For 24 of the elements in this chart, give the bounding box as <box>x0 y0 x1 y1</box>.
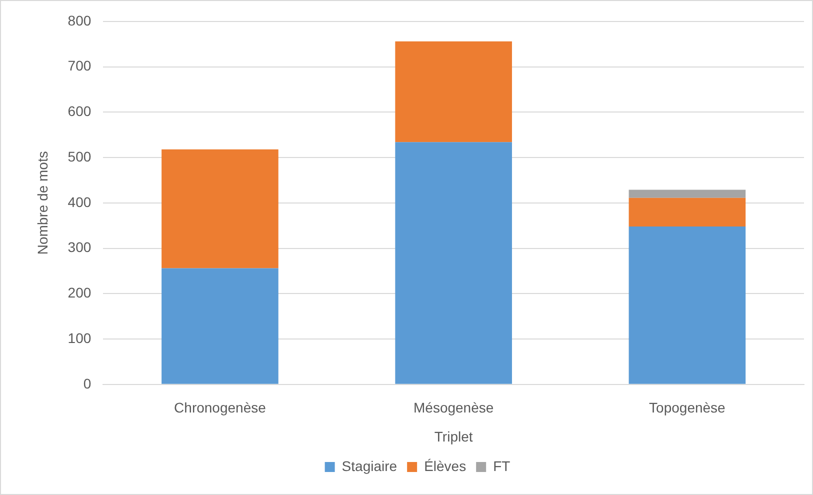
x-axis-title: Triplet <box>434 428 473 444</box>
y-tick-label: 800 <box>68 12 92 28</box>
legend-label: Élèves <box>424 458 466 474</box>
bar <box>162 268 278 384</box>
bar <box>395 41 512 142</box>
y-tick-label: 700 <box>68 58 92 74</box>
y-tick-label: 600 <box>68 103 92 120</box>
bar <box>162 149 278 268</box>
y-tick-label: 0 <box>83 375 92 392</box>
y-tick-label: 500 <box>68 148 92 164</box>
y-tick-label: 200 <box>68 284 92 301</box>
legend-label: Stagiaire <box>342 458 398 474</box>
y-tick-label: 400 <box>68 194 92 210</box>
y-axis-title: Nombre de mots <box>34 151 50 255</box>
y-tick-label: 100 <box>68 330 92 346</box>
x-tick-label: Chronogenèse <box>174 400 266 416</box>
bar <box>628 190 746 198</box>
y-tick-label: 300 <box>68 239 92 256</box>
legend-label: FT <box>493 458 511 474</box>
bar <box>395 142 512 384</box>
bar <box>628 226 746 384</box>
x-tick-label: Topogenèse <box>649 400 726 416</box>
bar <box>628 198 746 226</box>
x-tick-label: Mésogenèse <box>413 400 494 416</box>
